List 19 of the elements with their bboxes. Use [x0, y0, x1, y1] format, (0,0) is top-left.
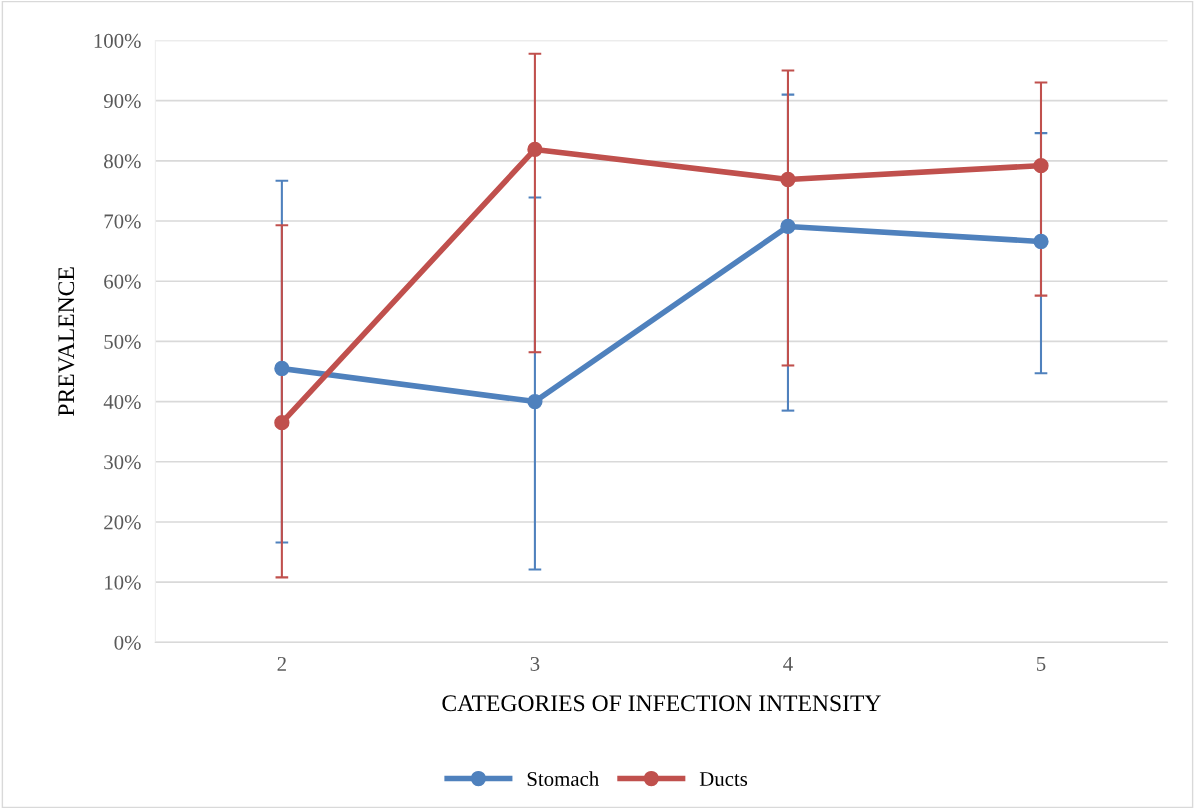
y-tick-label: 30% — [104, 455, 141, 470]
y-tick-label: 20% — [104, 515, 141, 530]
x-tick-label: 5 — [1037, 657, 1046, 671]
x-axis-title: CATEGORIES OF INFECTION INTENSITY — [442, 695, 881, 712]
y-tick-label: 90% — [103, 94, 141, 109]
legend-label: Stomach — [527, 771, 599, 787]
y-axis-title: PREVALENCE — [58, 267, 75, 416]
x-tick-label: 4 — [783, 656, 793, 671]
legend-label: Ducts — [699, 772, 748, 787]
y-tick-label: 10% — [105, 575, 141, 590]
y-tick-label: 50% — [104, 334, 141, 349]
y-tick-label: 40% — [103, 394, 141, 410]
y-tick-label: 70% — [104, 214, 141, 229]
x-tick-label: 2 — [277, 656, 286, 671]
y-tick-label: 80% — [104, 154, 141, 169]
y-tick-label: 60% — [104, 274, 141, 289]
x-tick-label: 3 — [530, 656, 540, 671]
y-tick-label: 0% — [114, 635, 141, 650]
y-tick-label: 100% — [94, 33, 141, 48]
